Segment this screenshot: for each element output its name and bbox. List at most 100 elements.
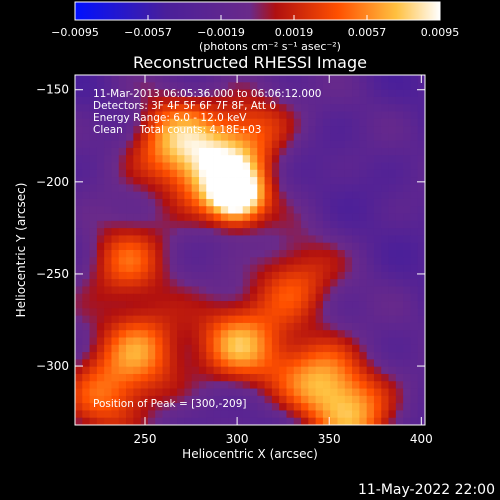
heatmap-cell xyxy=(198,337,207,346)
heatmap-cell xyxy=(198,75,207,83)
heatmap-cell xyxy=(177,330,185,338)
heatmap-cell xyxy=(133,235,142,244)
heatmap-cell xyxy=(96,395,105,404)
heatmap-cell xyxy=(308,315,317,324)
heatmap-cell xyxy=(381,242,389,251)
heatmap-cell xyxy=(315,184,324,193)
heatmap-cell xyxy=(82,206,90,214)
heatmap-cell xyxy=(330,82,338,90)
heatmap-cell xyxy=(250,257,258,265)
heatmap-cell xyxy=(410,147,419,156)
heatmap-cell xyxy=(279,388,287,397)
heatmap-cell xyxy=(352,286,360,295)
heatmap-cell xyxy=(191,147,200,156)
heatmap-cell xyxy=(388,279,397,287)
heatmap-cell xyxy=(344,147,353,156)
heatmap-cell xyxy=(264,403,273,411)
heatmap-cell xyxy=(315,271,324,280)
heatmap-cell xyxy=(162,344,171,353)
heatmap-cell xyxy=(126,140,134,149)
heatmap-cell xyxy=(220,308,229,317)
heatmap-cell xyxy=(82,177,90,185)
heatmap-cell xyxy=(257,191,265,200)
heatmap-cell xyxy=(133,293,142,302)
heatmap-cell xyxy=(82,118,90,127)
heatmap-cell xyxy=(322,177,331,185)
heatmap-cell xyxy=(155,184,163,193)
heatmap-cell xyxy=(242,330,251,338)
heatmap-cell xyxy=(242,198,251,207)
heatmap-cell xyxy=(286,213,295,222)
heatmap-cell xyxy=(373,417,382,426)
heatmap-cell xyxy=(388,315,397,324)
heatmap-cell xyxy=(213,381,222,389)
heatmap-cell xyxy=(242,242,251,251)
heatmap-cell xyxy=(206,220,214,229)
heatmap-cell xyxy=(213,250,222,258)
heatmap-cell xyxy=(373,206,382,214)
heatmap-cell xyxy=(344,169,353,178)
heatmap-cell xyxy=(191,410,200,419)
heatmap-cell xyxy=(271,337,280,346)
heatmap-cell xyxy=(359,352,368,360)
heatmap-cell xyxy=(75,403,83,411)
heatmap-cell xyxy=(191,344,200,353)
heatmap-cell xyxy=(271,198,280,207)
heatmap-cell xyxy=(271,250,280,258)
heatmap-cell xyxy=(308,169,317,178)
heatmap-cell xyxy=(111,96,120,105)
heatmap-cell xyxy=(301,359,309,368)
heatmap-cell xyxy=(169,162,178,171)
heatmap-cell xyxy=(96,228,105,236)
heatmap-cell xyxy=(118,162,127,171)
heatmap-cell xyxy=(301,169,309,178)
heatmap-cell xyxy=(359,395,368,404)
heatmap-cell xyxy=(169,82,178,90)
heatmap-cell xyxy=(279,359,287,368)
heatmap-cell xyxy=(359,198,368,207)
heatmap-cell xyxy=(235,293,244,302)
heatmap-cell xyxy=(191,373,200,382)
heatmap-cell xyxy=(126,308,134,317)
heatmap-cell xyxy=(417,206,426,214)
heatmap-cell xyxy=(162,308,171,317)
heatmap-cell xyxy=(82,104,90,112)
heatmap-cell xyxy=(352,279,360,287)
heatmap-cell xyxy=(228,271,236,280)
heatmap-cell xyxy=(82,286,90,295)
heatmap-cell xyxy=(147,388,156,397)
heatmap-cell xyxy=(126,257,134,265)
heatmap-cell xyxy=(228,395,236,404)
heatmap-cell xyxy=(264,235,273,244)
heatmap-cell xyxy=(308,242,317,251)
heatmap-cell xyxy=(388,271,397,280)
heatmap-cell xyxy=(220,104,229,112)
heatmap-cell xyxy=(395,315,404,324)
heatmap-cell xyxy=(286,337,295,346)
heatmap-cell xyxy=(206,417,214,426)
heatmap-cell xyxy=(381,206,389,214)
heatmap-cell xyxy=(169,330,178,338)
heatmap-cell xyxy=(140,75,149,83)
heatmap-cell xyxy=(403,373,411,382)
heatmap-cell xyxy=(257,235,265,244)
heatmap-cell xyxy=(235,410,244,419)
heatmap-cell xyxy=(228,337,236,346)
heatmap-cell xyxy=(198,250,207,258)
heatmap-cell xyxy=(395,264,404,273)
annotation-time: 11-Mar-2013 06:05:36.000 to 06:06:12.000 xyxy=(93,88,321,100)
heatmap-cell xyxy=(75,89,83,98)
heatmap-cell xyxy=(308,366,317,375)
heatmap-cell xyxy=(315,264,324,273)
heatmap-cell xyxy=(293,337,302,346)
heatmap-cell xyxy=(293,388,302,397)
heatmap-cell xyxy=(315,410,324,419)
heatmap-cell xyxy=(257,271,265,280)
heatmap-cell xyxy=(381,228,389,236)
heatmap-cell xyxy=(213,330,222,338)
heatmap-cell xyxy=(235,366,244,375)
heatmap-cell xyxy=(184,89,193,98)
heatmap-cell xyxy=(250,293,258,302)
heatmap-cell xyxy=(206,133,214,142)
heatmap-cell xyxy=(257,155,265,163)
